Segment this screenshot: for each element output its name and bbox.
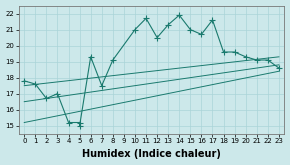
X-axis label: Humidex (Indice chaleur): Humidex (Indice chaleur) [82,149,221,159]
